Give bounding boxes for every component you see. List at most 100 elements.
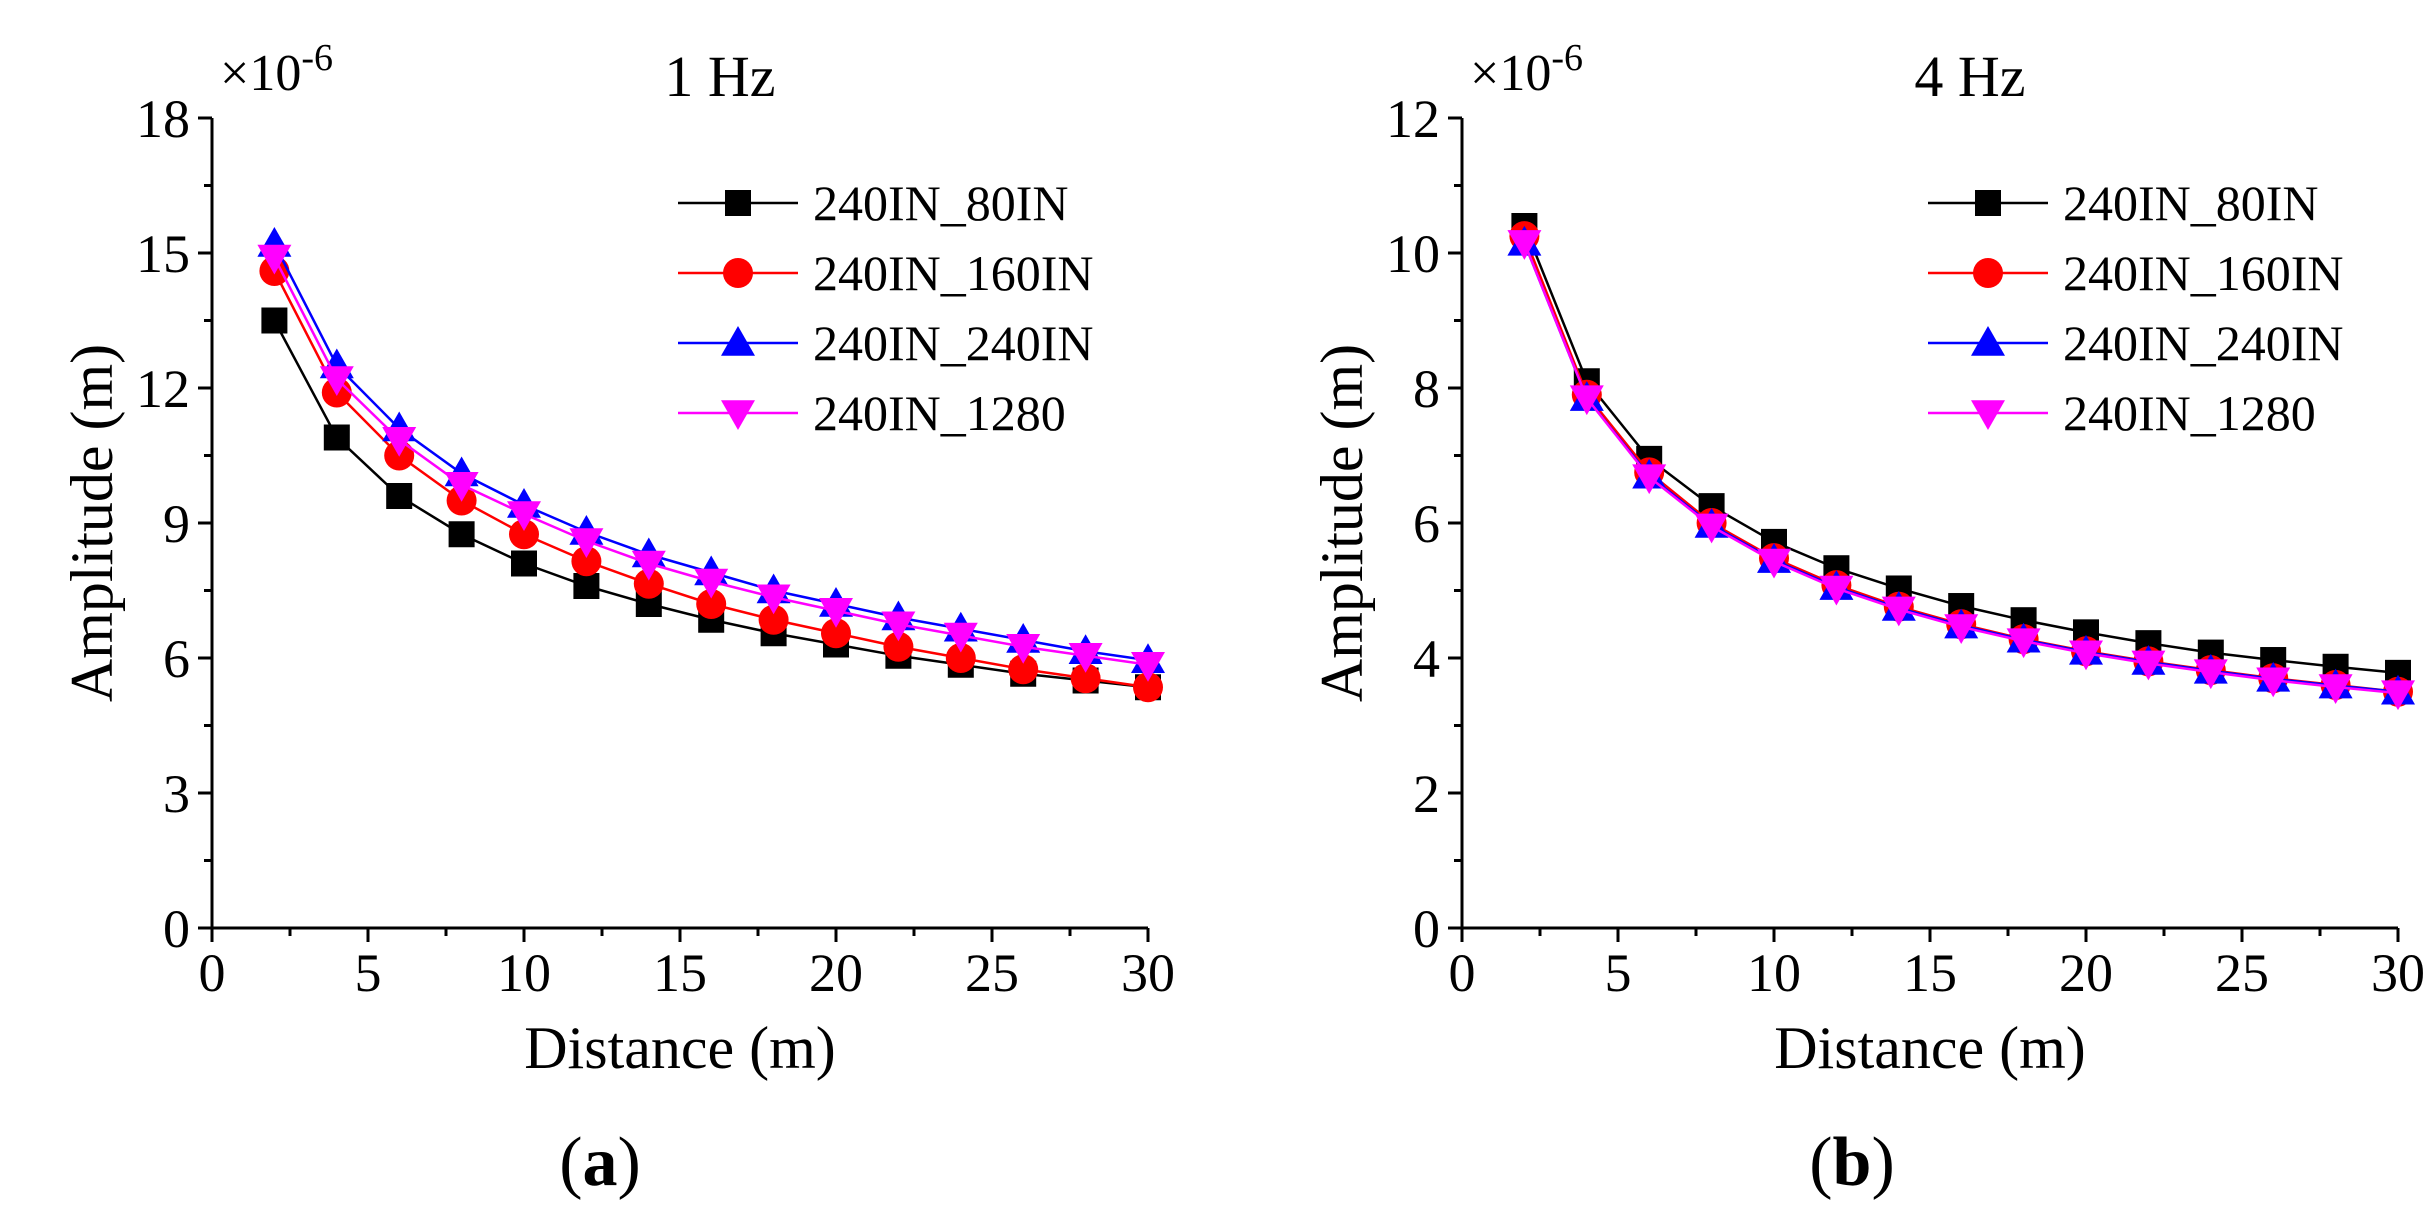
y-axis-title: Amplitude (m) [59,344,125,702]
data-point [1131,652,1165,682]
y-multiplier-base: ×10 [220,45,301,102]
legend-marker [1975,190,2001,216]
data-point [1632,464,1667,495]
data-point [1694,513,1729,544]
data-point [2069,640,2103,671]
legend-label: 240IN_240IN [2063,315,2344,371]
y-tick-label: 2 [1413,764,1440,824]
x-tick-label: 30 [2371,943,2425,1003]
legend: 240IN_80IN 240IN_160IN 240IN_240IN 240IN_12… [1928,175,2344,441]
y-tick-label: 0 [1413,899,1440,959]
y-tick-label: 8 [1413,359,1440,419]
chart-panel-b: 0 5 10 15 20 25 30 0 2 4 6 8 10 12 Distance (m) Amplitu… [1309,37,2425,1081]
data-point [509,519,539,550]
legend-label: 240IN_80IN [2063,175,2319,231]
x-tick-label: 5 [355,943,382,1003]
data-point [2256,667,2291,698]
legend-marker [721,400,755,430]
y-tick-label: 0 [163,899,190,959]
legend-marker [721,326,755,356]
y-tick-label: 12 [136,359,190,419]
panel-a-label: (a) [559,1124,641,1201]
data-point [261,307,288,334]
legend-label: 240IN_240IN [813,315,1094,371]
data-point [694,568,729,599]
data-point [382,427,417,457]
data-point [1507,230,1542,260]
legend-item-240in-160in: 240IN_160IN [678,245,1094,301]
legend-marker [1971,326,2005,356]
y-multiplier-base: ×10 [1470,45,1551,102]
data-point [569,528,604,558]
y-tick-label: 15 [136,224,190,284]
data-point [633,568,664,599]
legend-marker [1971,400,2005,430]
y-tick-label: 10 [1386,224,1440,284]
x-tick-label: 0 [199,943,226,1003]
data-point [881,611,916,642]
x-axis-title: Distance (m) [524,1015,836,1081]
chart-panel-a: 0 5 10 15 20 25 30 0 3 6 9 12 15 18 Distance (m) Amplit… [59,37,1175,1081]
y-tick-label: 4 [1413,629,1440,689]
legend-label: 240IN_80IN [813,175,1069,231]
data-point [1569,385,1604,416]
legend-marker [723,258,753,288]
data-point [444,472,479,502]
data-point [943,622,978,653]
data-point [2131,650,2166,681]
data-point [386,483,413,509]
legend-item-240in-80in: 240IN_80IN [1928,175,2319,231]
y-tick-label: 6 [1413,494,1440,554]
legend-item-240in-1280: 240IN_1280 [1928,385,2316,441]
y-tick-label: 18 [136,89,190,149]
data-point [573,573,600,599]
plot-area [1507,213,2415,711]
legend-item-240in-160in: 240IN_160IN [1928,245,2344,301]
data-point [1757,548,1791,579]
data-point [758,604,789,635]
x-tick-label: 25 [965,943,1019,1003]
data-point [1819,575,1854,606]
legend-item-240in-240in: 240IN_240IN [678,315,1094,371]
y-tick-label: 3 [163,764,190,824]
data-point [1006,634,1041,664]
legend-marker [1973,258,2003,288]
data-point [1944,614,1979,644]
legend: 240IN_80IN 240IN_160IN 240IN_240IN 240IN_12… [678,175,1094,441]
legend-label: 240IN_1280 [813,385,1066,441]
x-tick-label: 30 [1121,943,1175,1003]
y-multiplier-exponent: -6 [301,37,333,79]
data-point [1068,643,1103,673]
data-point [507,501,541,531]
legend-label: 240IN_1280 [2063,385,2316,441]
data-point [1070,663,1101,694]
data-point [323,424,350,451]
data-point [1881,596,1916,627]
data-point [696,589,727,619]
data-point [2193,659,2228,690]
x-tick-label: 15 [653,943,707,1003]
data-point [1133,672,1163,703]
x-tick-label: 25 [2215,943,2269,1003]
data-point [571,546,602,577]
y-tick-label: 6 [163,629,190,689]
legend-item-240in-1280: 240IN_1280 [678,385,1066,441]
panel-b-label: (b) [1809,1124,1895,1201]
x-tick-label: 15 [1903,943,1957,1003]
x-tick-label: 10 [497,943,551,1003]
x-axis-title: Distance (m) [1774,1015,2086,1081]
data-point [2381,680,2415,711]
x-tick-label: 10 [1747,943,1801,1003]
data-point [821,618,851,649]
data-point [1008,654,1039,685]
chart-title: 4 Hz [1914,44,2025,109]
y-multiplier: ×10-6 [1470,37,1583,102]
data-point [756,584,791,615]
y-tick-label: 12 [1386,89,1440,149]
data-point [511,550,537,577]
legend-item-240in-240in: 240IN_240IN [1928,315,2344,371]
series-240in-1280 [257,244,1165,682]
data-point [257,244,292,275]
x-tick-label: 5 [1605,943,1632,1003]
